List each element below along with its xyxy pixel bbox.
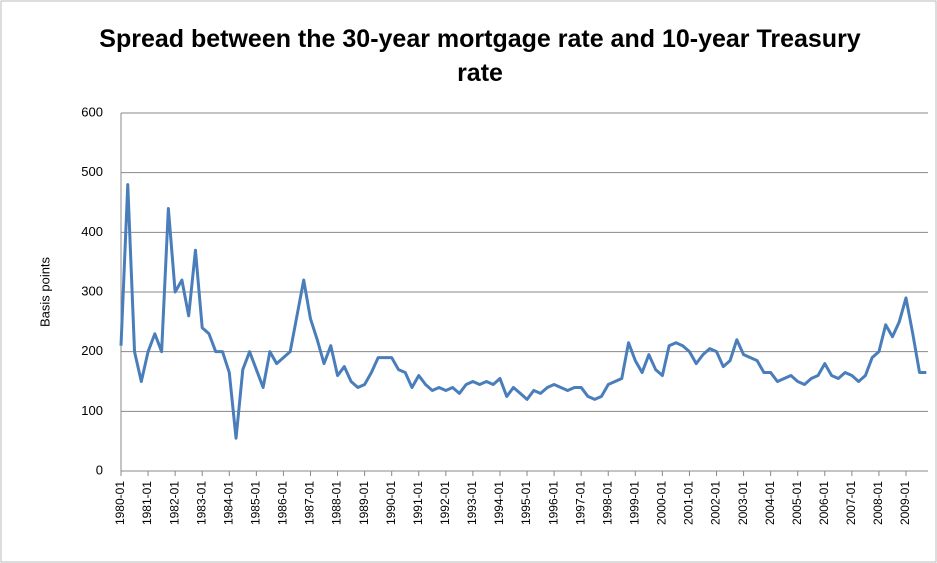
x-tick-label: 2007-01 xyxy=(844,481,858,525)
y-tick-label: 200 xyxy=(81,343,103,358)
x-tick-label: 1980-01 xyxy=(113,481,127,525)
x-tick-label: 1998-01 xyxy=(600,481,614,525)
y-tick-label: 300 xyxy=(81,283,103,298)
x-tick-label: 2005-01 xyxy=(790,481,804,525)
chart-title: Spread between the 30-year mortgage rate… xyxy=(99,25,861,87)
x-tick-label: 1997-01 xyxy=(573,481,587,525)
x-tick-label: 1981-01 xyxy=(140,481,154,525)
y-tick-label: 0 xyxy=(96,462,103,477)
x-tick-label: 1986-01 xyxy=(276,481,290,525)
x-tick-label: 2006-01 xyxy=(817,481,831,525)
x-tick-label: 1995-01 xyxy=(519,481,533,525)
x-tick-label: 1990-01 xyxy=(384,481,398,525)
y-axis-label: Basis points xyxy=(37,256,52,327)
x-tick-label: 1985-01 xyxy=(249,481,263,525)
y-tick-label: 100 xyxy=(81,403,103,418)
x-tick-label: 1982-01 xyxy=(167,481,181,525)
x-tick-label: 2004-01 xyxy=(763,481,777,525)
x-tick-label: 1993-01 xyxy=(465,481,479,525)
x-tick-label: 2002-01 xyxy=(709,481,723,525)
y-tick-label: 500 xyxy=(81,164,103,179)
x-tick-label: 1992-01 xyxy=(438,481,452,525)
x-tick-label: 1999-01 xyxy=(627,481,641,525)
x-tick-label: 2000-01 xyxy=(655,481,669,525)
x-tick-label: 2003-01 xyxy=(736,481,750,525)
x-tick-label: 1991-01 xyxy=(411,481,425,525)
x-tick-label: 1989-01 xyxy=(357,481,371,525)
x-tick-label: 1996-01 xyxy=(546,481,560,525)
y-tick-label: 600 xyxy=(81,104,103,119)
x-tick-label: 1988-01 xyxy=(330,481,344,525)
x-tick-label: 1983-01 xyxy=(194,481,208,525)
x-tick-label: 1984-01 xyxy=(221,481,235,525)
x-tick-label: 2008-01 xyxy=(871,481,885,525)
x-tick-label: 1987-01 xyxy=(303,481,317,525)
x-tick-label: 2009-01 xyxy=(898,481,912,525)
x-tick-label: 2001-01 xyxy=(682,481,696,525)
y-tick-label: 400 xyxy=(81,224,103,239)
data-line xyxy=(119,183,927,440)
x-tick-label: 1994-01 xyxy=(492,481,506,525)
